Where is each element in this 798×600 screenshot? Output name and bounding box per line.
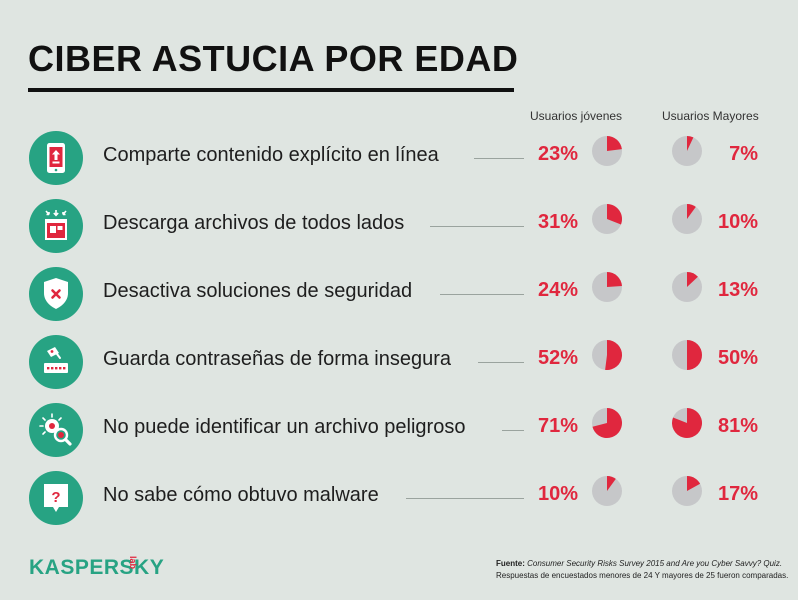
older-percent: 81% <box>717 415 758 437</box>
title-underline <box>28 88 514 92</box>
footnote-note: Respuestas de encuestados menores de 24 … <box>496 571 789 580</box>
stat-row: No puede identificar un archivo peligros… <box>0 402 798 464</box>
svg-text:?: ? <box>51 489 60 506</box>
young-pie <box>592 136 622 166</box>
young-percent: 23% <box>537 143 578 165</box>
pie-slice <box>605 340 623 370</box>
pie-slice <box>607 136 622 151</box>
pie-slice <box>607 204 623 225</box>
footnote: Fuente: Consumer Security Risks Survey 2… <box>496 558 788 582</box>
older-pie <box>672 272 702 302</box>
older-percent: 10% <box>717 211 758 233</box>
leader-line <box>502 430 524 431</box>
older-percent: 7% <box>729 143 758 165</box>
row-label: Comparte contenido explícito en línea <box>103 144 439 166</box>
older-pie <box>672 476 702 506</box>
older-pie <box>672 340 702 370</box>
row-label: Guarda contraseñas de forma insegura <box>103 348 451 370</box>
leader-line <box>430 226 524 227</box>
stat-row: Guarda contraseñas de forma insegura 52%… <box>0 334 798 396</box>
footnote-source: Consumer Security Risks Survey 2015 and … <box>527 559 783 568</box>
leader-line <box>474 158 524 159</box>
pie-slice <box>592 408 622 438</box>
page-title: CIBER ASTUCIA POR EDAD <box>28 38 519 79</box>
row-label: No puede identificar un archivo peligros… <box>103 416 466 438</box>
older-percent: 17% <box>717 483 758 505</box>
pie-slice <box>687 204 696 219</box>
password-icon <box>29 335 83 389</box>
pie-slice <box>687 340 702 370</box>
young-percent: 10% <box>537 483 578 505</box>
young-percent: 24% <box>537 279 578 301</box>
leader-line <box>406 498 524 499</box>
leader-line <box>440 294 524 295</box>
older-percent: 13% <box>717 279 758 301</box>
pie-slice <box>687 476 701 491</box>
kaspersky-logo: KASPERSKY <box>29 556 165 579</box>
young-percent: 31% <box>537 211 578 233</box>
row-label: No sabe cómo obtuvo malware <box>103 484 379 506</box>
young-percent: 52% <box>537 347 578 369</box>
young-pie <box>592 340 623 370</box>
question-bubble-icon: ? <box>29 471 83 525</box>
footnote-label: Fuente: <box>496 559 525 568</box>
column-header-older: Usuarios Mayores <box>662 109 759 123</box>
pie-slice <box>671 408 702 438</box>
stat-row: Descarga archivos de todos lados 31% 10% <box>0 198 798 260</box>
kaspersky-lab-suffix: lab <box>128 556 138 570</box>
row-label: Desactiva soluciones de seguridad <box>103 280 413 302</box>
young-pie <box>592 408 622 438</box>
young-pie <box>592 204 623 234</box>
pie-slice <box>607 476 616 491</box>
young-percent: 71% <box>537 415 578 437</box>
older-pie <box>672 204 702 234</box>
row-label: Descarga archivos de todos lados <box>103 212 405 234</box>
stat-row: Comparte contenido explícito en línea 23… <box>0 130 798 192</box>
bug-search-icon <box>29 403 83 457</box>
phone-share-icon <box>29 131 83 185</box>
column-header-young: Usuarios jóvenes <box>530 109 623 123</box>
older-percent: 50% <box>717 347 758 369</box>
stat-row: Desactiva soluciones de seguridad 24% 13… <box>0 266 798 328</box>
pie-slice <box>607 272 622 287</box>
young-pie <box>592 476 622 506</box>
older-pie <box>671 408 702 438</box>
stat-row: ? No sabe cómo obtuvo malware 10% 17% <box>0 470 798 532</box>
leader-line <box>478 362 524 363</box>
shield-x-icon <box>29 267 83 321</box>
older-pie <box>672 136 702 166</box>
pie-slice <box>687 272 698 287</box>
pie-slice <box>687 136 694 151</box>
young-pie <box>592 272 622 302</box>
download-icon <box>29 199 83 253</box>
